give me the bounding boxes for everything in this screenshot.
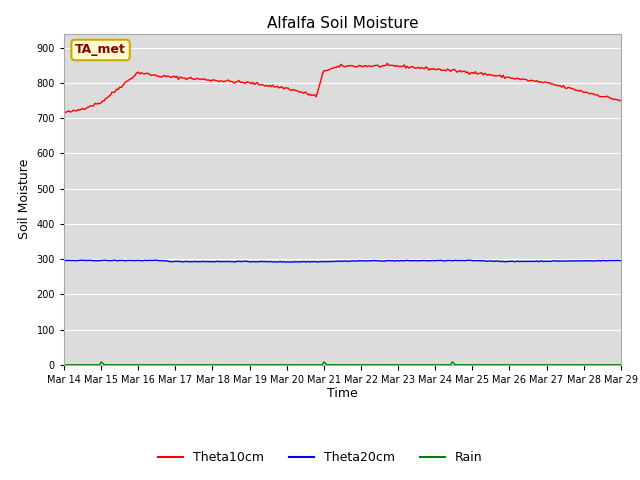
Theta20cm [165,259,173,264]
Rain [76,362,83,368]
Theta20cm [76,258,83,264]
Theta10cm [383,60,391,66]
Theta10cm [617,97,625,103]
Theta10cm [77,107,85,112]
Theta20cm [552,258,559,264]
Theta20cm [380,258,388,264]
Legend: Theta10cm, Theta20cm, Rain: Theta10cm, Theta20cm, Rain [153,446,487,469]
Rain [397,362,405,368]
Theta20cm [60,257,68,263]
Theta10cm [399,63,406,69]
X-axis label: Time: Time [327,387,358,400]
Theta10cm [61,109,69,115]
Line: Theta10cm: Theta10cm [64,63,621,112]
Theta20cm [278,259,286,265]
Rain [60,362,68,368]
Theta20cm [399,258,406,264]
Rain [617,362,625,368]
Rain [165,362,173,368]
Y-axis label: Soil Moisture: Soil Moisture [18,159,31,240]
Theta10cm [552,82,559,88]
Rain [97,359,105,365]
Theta10cm [379,63,387,69]
Rain [379,362,387,368]
Line: Rain: Rain [64,362,621,365]
Rain [410,362,417,368]
Theta20cm [412,258,419,264]
Theta10cm [412,65,419,71]
Theta20cm [86,257,94,263]
Rain [550,362,558,368]
Title: Alfalfa Soil Moisture: Alfalfa Soil Moisture [267,16,418,31]
Text: TA_met: TA_met [75,44,126,57]
Theta20cm [617,258,625,264]
Theta10cm [60,109,68,115]
Theta10cm [165,74,173,80]
Line: Theta20cm: Theta20cm [64,260,621,262]
